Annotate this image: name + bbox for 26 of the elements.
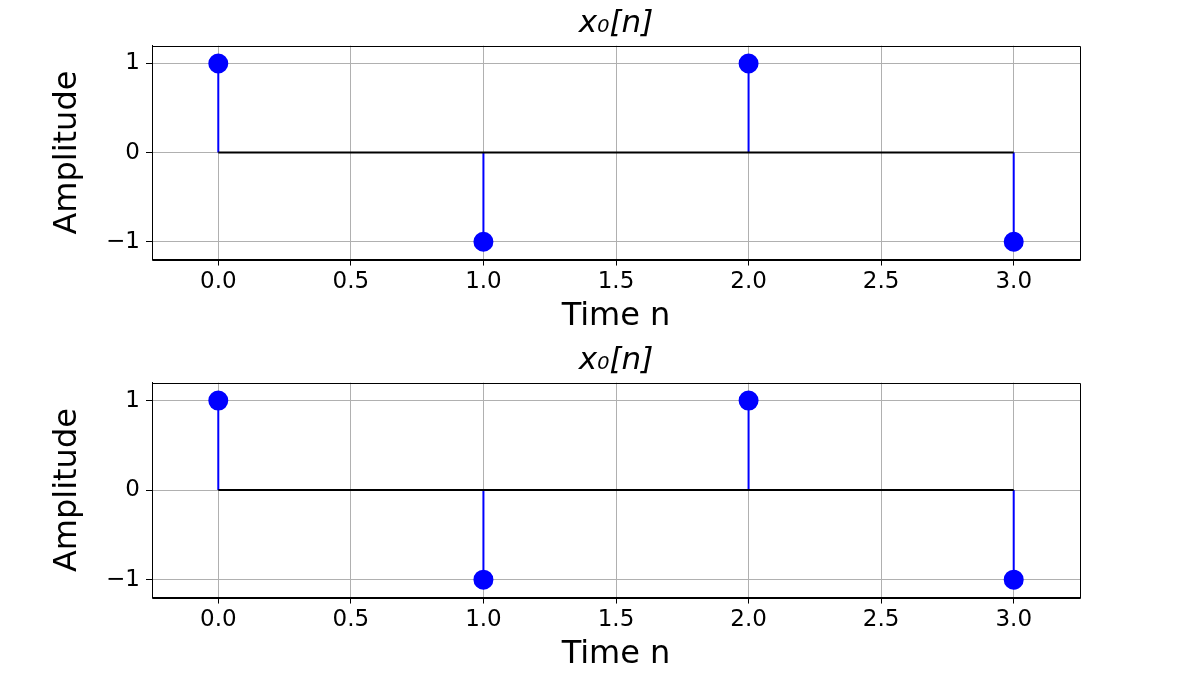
x-tick-label: 2.5 (862, 267, 900, 294)
x-tick-label: 1.5 (597, 267, 635, 294)
x-tick-label: 0.5 (332, 267, 370, 294)
x-tick-label: 2.0 (730, 267, 767, 294)
y-axis-title: Amplitude (46, 408, 85, 573)
x-tick-label: 2.0 (730, 605, 767, 632)
y-tick-label: −1 (106, 226, 140, 253)
x-axis-title: Time n (560, 295, 671, 334)
x-tick-label: 1.5 (597, 605, 635, 632)
x-tick-label: 1.0 (465, 267, 502, 294)
x-tick-label: 0.5 (332, 605, 370, 632)
y-tick-label: −1 (106, 564, 140, 591)
x-tick-label: 3.0 (995, 605, 1032, 632)
x-tick-label: 0.0 (200, 267, 237, 294)
x-axis-title: Time n (560, 633, 671, 672)
chart-title: x₀[n] (577, 339, 654, 376)
x-tick-label: 2.5 (862, 605, 900, 632)
x-tick-label: 1.0 (465, 605, 502, 632)
y-tick-label: 0 (125, 475, 140, 502)
y-axis-title: Amplitude (46, 70, 85, 235)
chart-title: x₀[n] (577, 2, 654, 39)
y-tick-label: 1 (125, 48, 140, 75)
x-tick-label: 3.0 (995, 267, 1032, 294)
y-tick-label: 0 (125, 137, 140, 164)
x-tick-label: 0.0 (200, 605, 237, 632)
y-tick-label: 1 (125, 385, 140, 412)
